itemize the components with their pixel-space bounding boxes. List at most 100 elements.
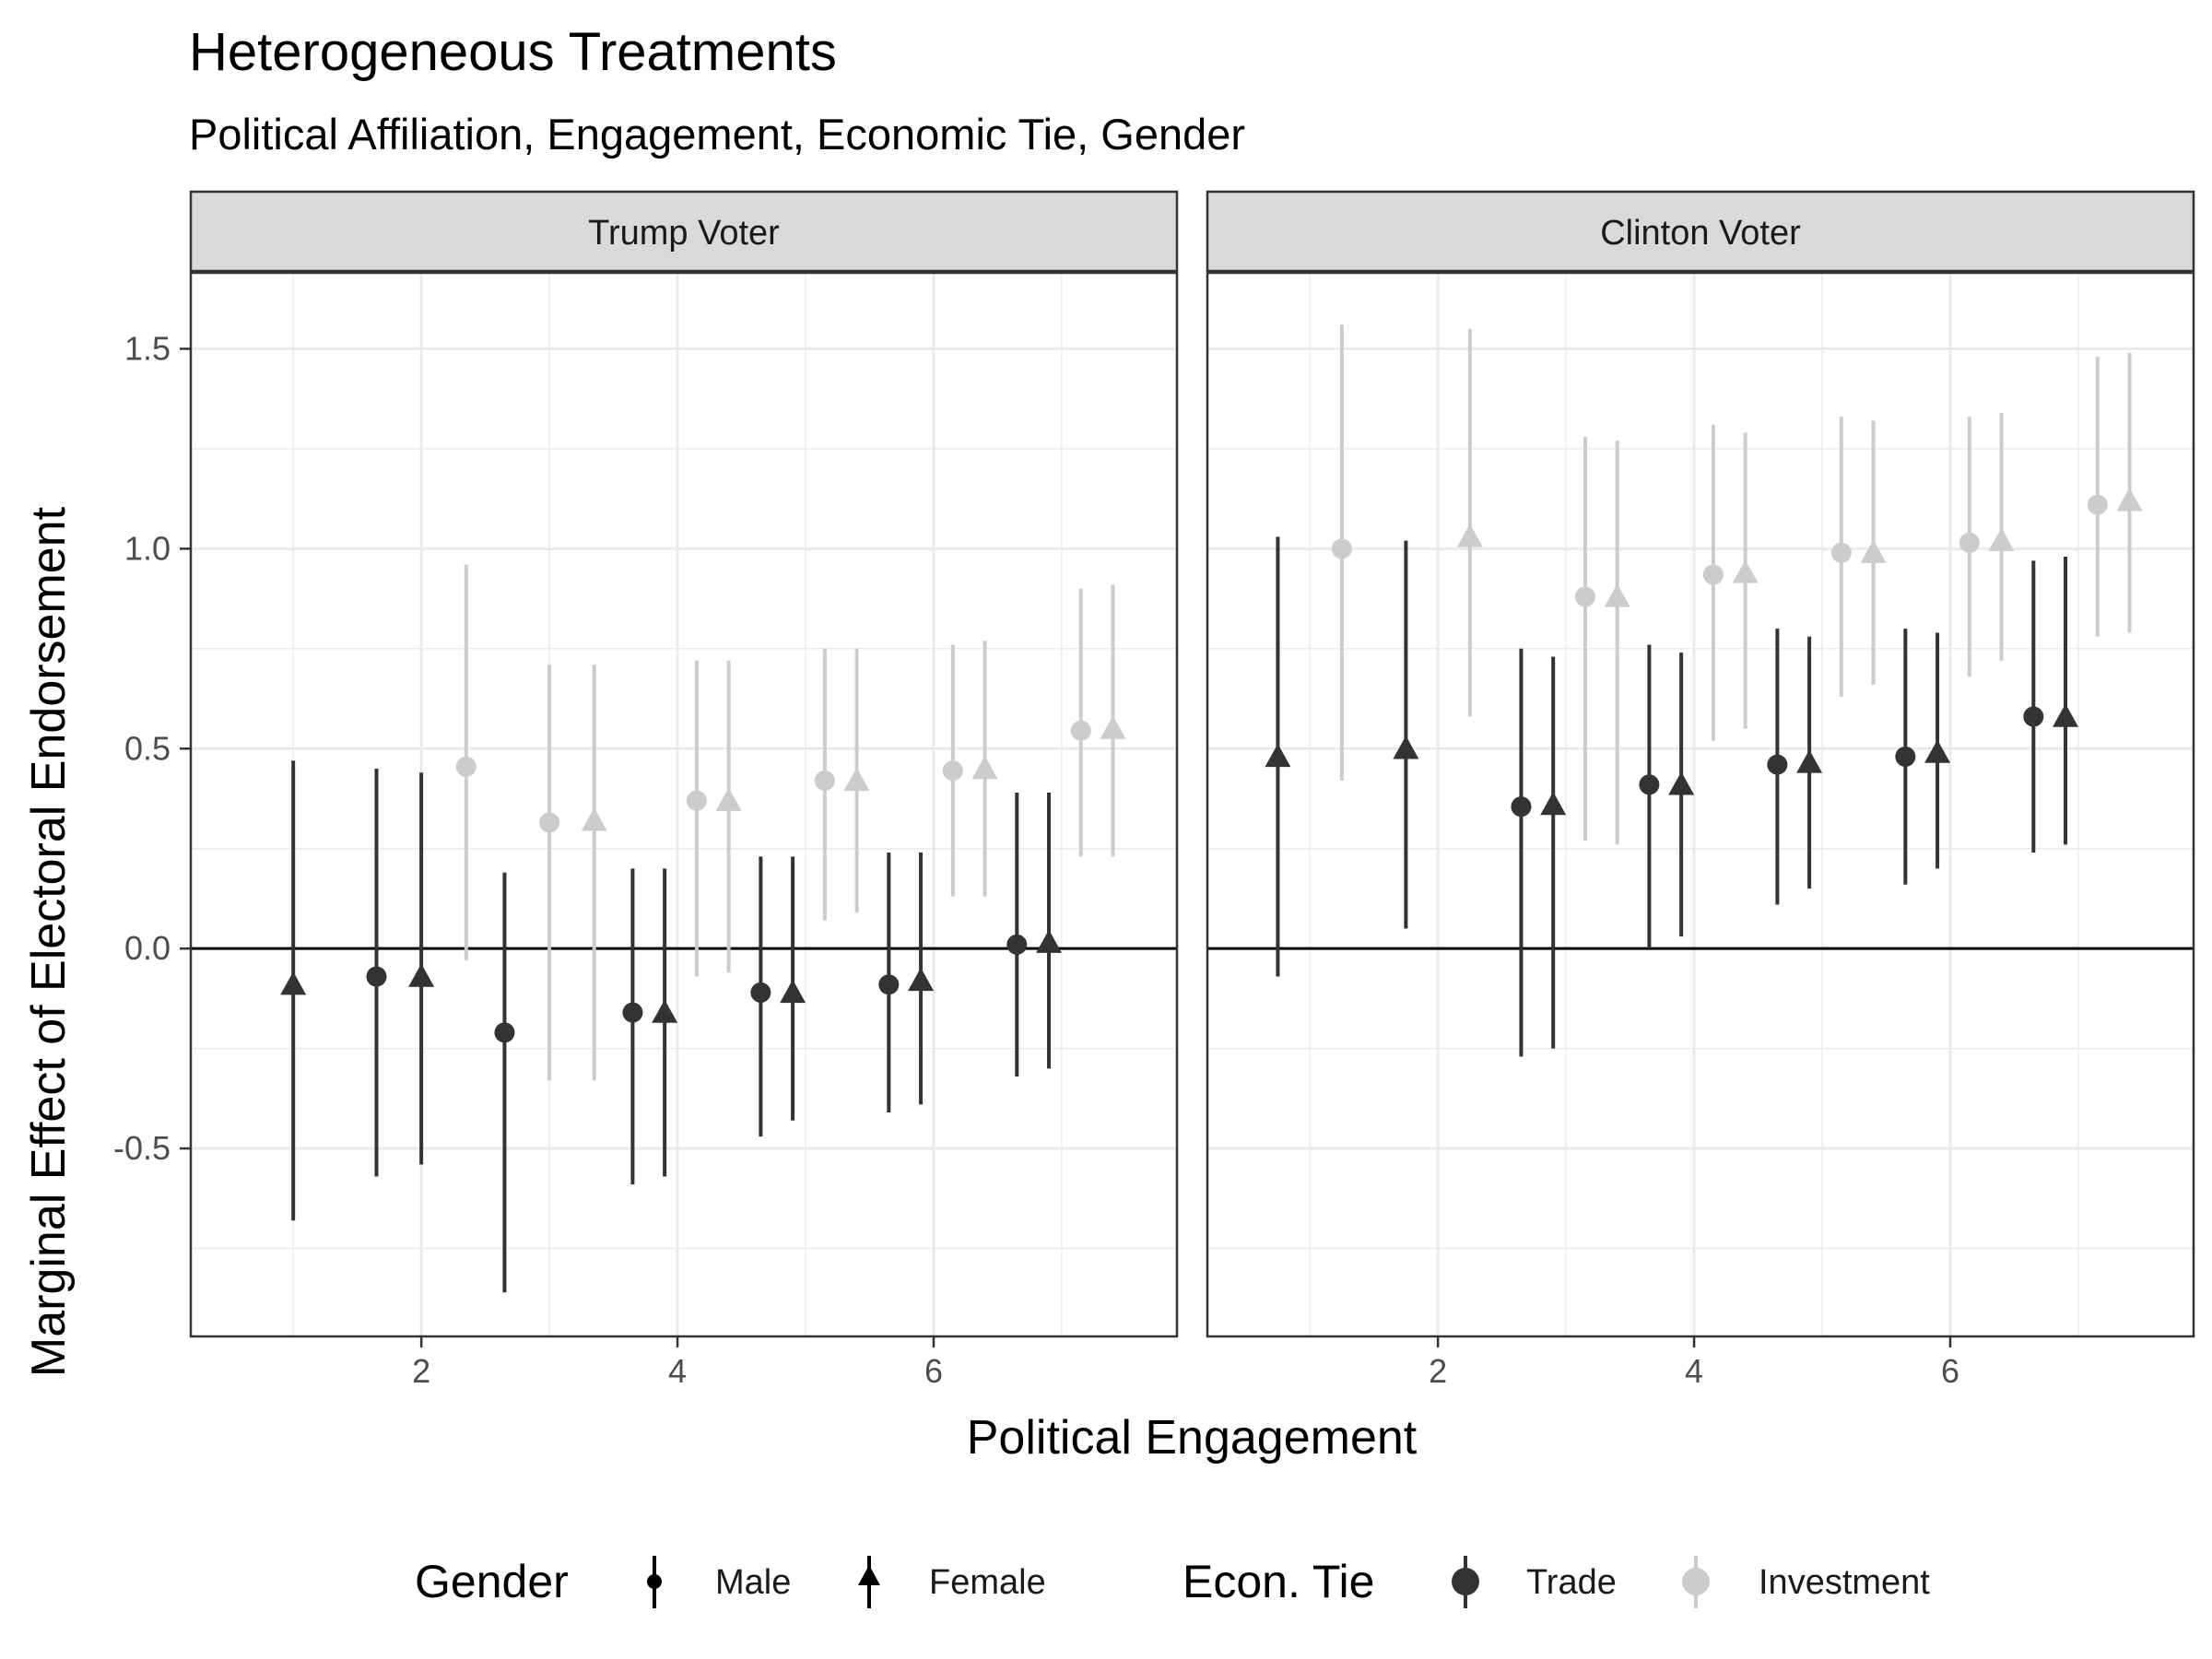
point-marker-triangle	[1540, 792, 1567, 816]
data-point-male-trade	[1767, 629, 1788, 905]
point-marker-triangle	[1100, 715, 1126, 739]
data-point-male-trade	[2023, 560, 2044, 853]
point-marker-circle	[750, 982, 771, 1003]
data-point-female-investment	[843, 648, 870, 913]
data-point-female-trade	[1265, 536, 1291, 977]
legend-label-male: Male	[715, 1563, 791, 1602]
data-point-female-investment	[2116, 352, 2143, 633]
point-marker-triangle	[1265, 743, 1291, 768]
data-point-female-investment	[1732, 432, 1759, 729]
point-marker-circle	[1702, 564, 1724, 585]
legend: Gender Male Female Econ. Tie Trade Inves…	[415, 1556, 1930, 1608]
legend-key-investment	[1682, 1556, 1710, 1608]
data-point-male-investment	[2087, 357, 2108, 637]
x-tick-label: 4	[668, 1352, 687, 1390]
data-point-male-trade	[878, 853, 900, 1113]
strip-background	[189, 190, 1179, 273]
data-point-female-trade	[1668, 653, 1695, 937]
point-marker-triangle	[581, 807, 607, 831]
point-marker-circle	[878, 974, 900, 995]
point-marker-circle	[1574, 586, 1595, 607]
strip-label-clinton: Clinton Voter	[1600, 214, 1801, 253]
x-tick-label: 6	[1941, 1352, 1959, 1390]
point-marker-triangle	[1988, 527, 2015, 551]
y-tick-label: 0.5	[124, 729, 171, 767]
point-marker-circle	[1767, 754, 1788, 775]
point-marker-triangle	[1036, 929, 1063, 953]
data-point-female-trade	[1796, 636, 1823, 889]
point-marker-circle	[942, 760, 963, 782]
point-marker-triangle	[1732, 559, 1759, 583]
point-marker-triangle	[408, 963, 435, 987]
data-point-female-trade	[2053, 557, 2079, 845]
point-marker-triangle	[2053, 703, 2079, 727]
point-marker-circle	[1959, 532, 1980, 553]
point-marker-circle	[366, 966, 387, 987]
y-tick-label: -0.5	[113, 1129, 171, 1167]
data-point-female-trade	[280, 760, 307, 1221]
data-point-female-trade	[1393, 540, 1419, 929]
data-point-male-trade	[622, 868, 643, 1185]
x-tick-label: 6	[924, 1352, 943, 1390]
y-tick-label: 0.0	[124, 929, 171, 967]
data-point-female-investment	[715, 660, 742, 973]
point-marker-circle	[814, 770, 835, 791]
point-marker-triangle	[1604, 583, 1630, 607]
data-point-male-trade	[1511, 648, 1532, 1057]
point-marker-circle	[494, 1022, 515, 1043]
panel-clinton: Clinton Voter	[1206, 190, 2195, 1338]
point-marker-triangle	[1456, 524, 1483, 547]
x-tick-label: 2	[1429, 1352, 1447, 1390]
panel-border	[189, 271, 1179, 1338]
data-point-female-investment	[1604, 441, 1630, 845]
data-point-male-investment	[1702, 424, 1724, 741]
data-point-female-investment	[581, 665, 607, 1081]
point-marker-triangle	[908, 967, 935, 992]
point-marker-circle	[1830, 542, 1852, 563]
point-marker-circle	[2023, 706, 2044, 727]
data-point-female-trade	[780, 856, 806, 1121]
data-point-male-trade	[494, 872, 515, 1293]
point-marker-circle	[455, 756, 477, 777]
point-marker-triangle	[1393, 735, 1419, 759]
data-point-female-investment	[971, 641, 998, 897]
x-tick-label: 2	[412, 1352, 430, 1390]
point-marker-triangle	[843, 767, 870, 792]
y-tick-label: 1.5	[124, 329, 171, 367]
legend-title-econ-tie: Econ. Tie	[1182, 1556, 1374, 1607]
x-axis-title: Political Engagement	[967, 1411, 1418, 1465]
point-marker-triangle	[1796, 749, 1823, 773]
data-point-female-trade	[1036, 792, 1063, 1069]
data-point-female-investment	[1100, 584, 1126, 857]
point-marker-triangle	[1924, 739, 1951, 763]
data-point-male-investment	[1331, 324, 1352, 781]
point-marker-triangle	[971, 755, 998, 780]
data-point-male-investment	[455, 564, 477, 961]
strip-background	[1206, 190, 2195, 273]
data-point-female-investment	[1988, 412, 2015, 661]
point-marker-circle	[1639, 774, 1660, 795]
point-marker-circle	[1331, 538, 1352, 559]
data-point-female-trade	[1924, 632, 1951, 869]
strip-label-trump: Trump Voter	[588, 214, 780, 253]
point-marker-circle	[622, 1002, 643, 1023]
panel-border	[1206, 271, 2195, 1338]
data-point-male-trade	[1639, 644, 1660, 949]
legend-label-investment: Investment	[1759, 1563, 1930, 1602]
point-marker-triangle	[2116, 488, 2143, 512]
plot-area	[1207, 273, 2194, 1336]
point-marker-triangle	[1860, 539, 1887, 563]
data-point-male-investment	[1070, 588, 1091, 857]
legend-key-trade	[1452, 1556, 1479, 1608]
data-point-male-trade	[750, 856, 771, 1137]
panel-trump: Trump Voter	[189, 190, 1179, 1338]
data-point-male-investment	[686, 660, 707, 977]
x-tick-label: 4	[1685, 1352, 1703, 1390]
point-marker-circle	[2087, 494, 2108, 515]
legend-label-trade: Trade	[1526, 1563, 1617, 1602]
data-point-male-investment	[942, 644, 963, 897]
point-marker-triangle	[715, 787, 742, 811]
data-point-male-investment	[1959, 417, 1980, 677]
point-marker-circle	[1895, 746, 1916, 767]
